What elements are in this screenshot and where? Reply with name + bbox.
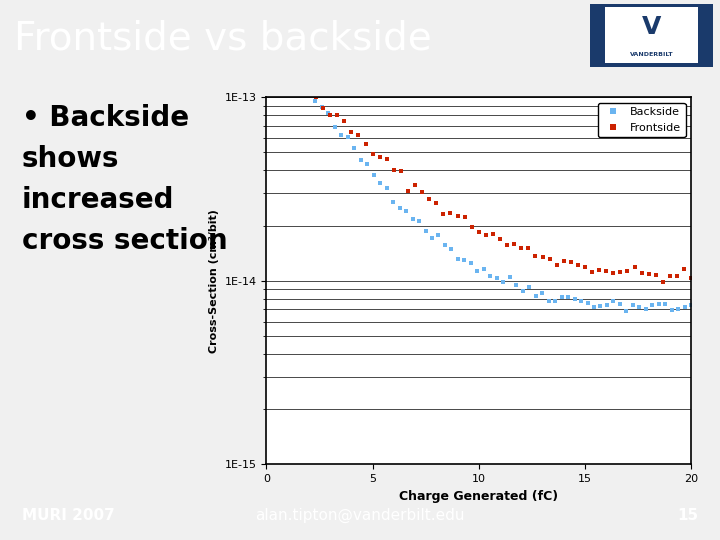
Bar: [605, 7, 698, 63]
Text: MURI 2007: MURI 2007: [22, 508, 114, 523]
Frontside: [644, 271, 653, 277]
Text: 15: 15: [678, 508, 698, 523]
Frontside: [680, 266, 688, 273]
Text: alan.tipton@vanderbilt.edu: alan.tipton@vanderbilt.edu: [256, 508, 464, 523]
Line: Frontside: Frontside: [307, 89, 693, 285]
Frontside: [375, 153, 384, 160]
Backside: [428, 235, 436, 241]
Backside: [544, 298, 553, 305]
Backside: [369, 172, 378, 178]
Frontside: [347, 129, 356, 135]
Text: • Backside
shows
increased
cross section: • Backside shows increased cross section: [22, 104, 228, 255]
Text: VANDERBILT: VANDERBILT: [630, 52, 673, 57]
Bar: [590, 3, 713, 66]
Backside: [434, 232, 443, 238]
Frontside: [305, 88, 313, 94]
Backside: [415, 218, 423, 224]
Backside: [305, 87, 313, 93]
Line: Backside: Backside: [307, 88, 693, 314]
Frontside: [659, 279, 667, 285]
X-axis label: Charge Generated (fC): Charge Generated (fC): [399, 490, 559, 503]
Backside: [402, 208, 410, 214]
Backside: [687, 302, 696, 308]
Legend: Backside, Frontside: Backside, Frontside: [598, 103, 685, 137]
Frontside: [446, 210, 455, 217]
Y-axis label: Cross-Section (cm²/bit): Cross-Section (cm²/bit): [209, 209, 219, 353]
Backside: [622, 308, 631, 314]
Text: V: V: [642, 15, 661, 39]
Text: Frontside vs backside: Frontside vs backside: [14, 19, 432, 58]
Frontside: [687, 275, 696, 281]
Frontside: [397, 168, 405, 174]
